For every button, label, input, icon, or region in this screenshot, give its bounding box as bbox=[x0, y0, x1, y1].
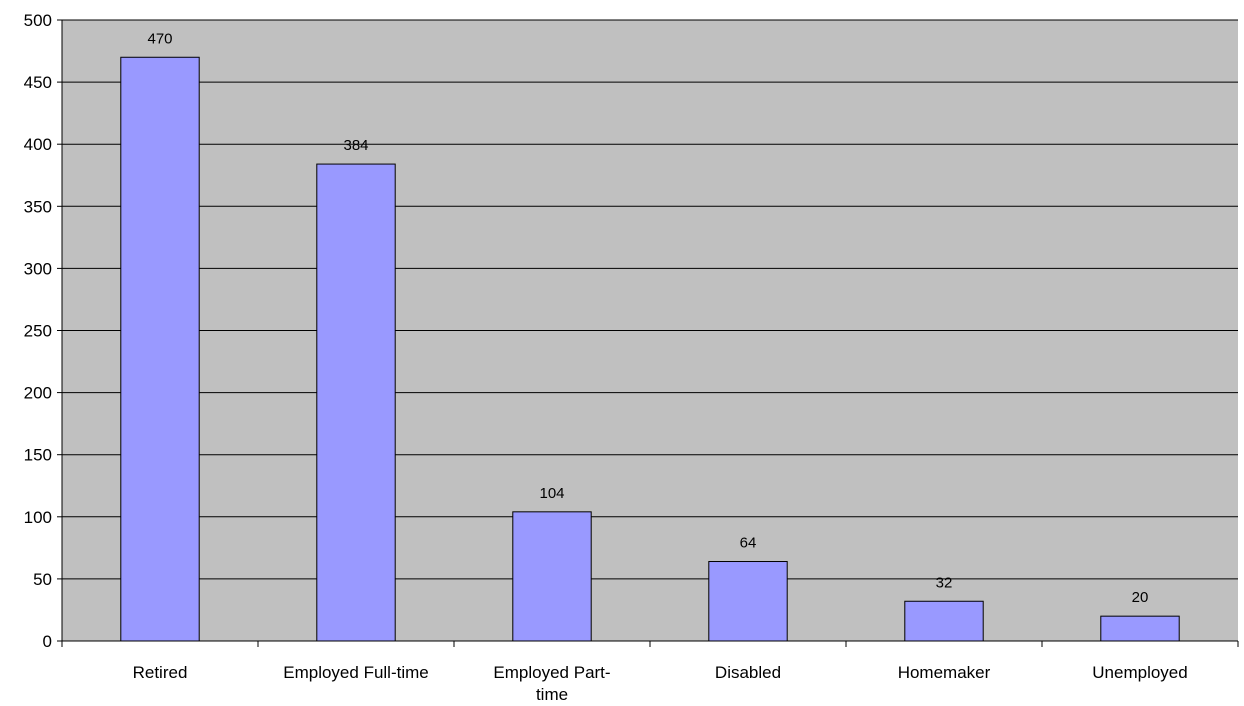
bar bbox=[120, 56, 200, 642]
y-tick-label: 200 bbox=[24, 384, 52, 403]
y-tick-label: 250 bbox=[24, 322, 52, 341]
data-label: 32 bbox=[936, 574, 953, 591]
y-tick-label: 50 bbox=[33, 570, 52, 589]
x-category-label: Retired bbox=[133, 663, 188, 682]
data-labels: 470 384 104 64 32 20 bbox=[147, 30, 1148, 606]
data-label: 20 bbox=[1132, 589, 1149, 606]
x-category-label: Homemaker bbox=[898, 663, 991, 682]
x-category-label: Unemployed bbox=[1092, 663, 1187, 682]
y-tick-label: 100 bbox=[24, 508, 52, 527]
x-category-label: Disabled bbox=[715, 663, 781, 682]
x-category-labels: Retired Employed Full-time Employed Part-t… bbox=[133, 663, 1188, 704]
data-label: 64 bbox=[740, 535, 757, 552]
y-tick-label: 300 bbox=[24, 259, 52, 278]
x-category-label: Employed Full-time bbox=[283, 663, 429, 682]
bar bbox=[316, 163, 396, 642]
y-tick-label: 0 bbox=[43, 632, 52, 651]
y-tick-label: 400 bbox=[24, 135, 52, 154]
bar bbox=[1100, 615, 1180, 642]
bars bbox=[120, 56, 1180, 642]
data-label: 104 bbox=[539, 485, 564, 502]
y-tick-label: 500 bbox=[24, 11, 52, 30]
y-tick-label: 150 bbox=[24, 446, 52, 465]
bar bbox=[708, 561, 788, 642]
data-label: 384 bbox=[343, 137, 368, 154]
x-category-label: Employed Part-time bbox=[493, 663, 610, 704]
y-tick-labels: 0 50 100 150 200 250 300 350 400 450 500 bbox=[24, 11, 52, 651]
bar bbox=[512, 511, 592, 642]
data-label: 470 bbox=[147, 30, 172, 47]
y-tick-label: 450 bbox=[24, 73, 52, 92]
bar bbox=[904, 600, 984, 642]
gridlines bbox=[62, 19, 1238, 580]
axes bbox=[57, 19, 1239, 647]
y-tick-label: 350 bbox=[24, 197, 52, 216]
